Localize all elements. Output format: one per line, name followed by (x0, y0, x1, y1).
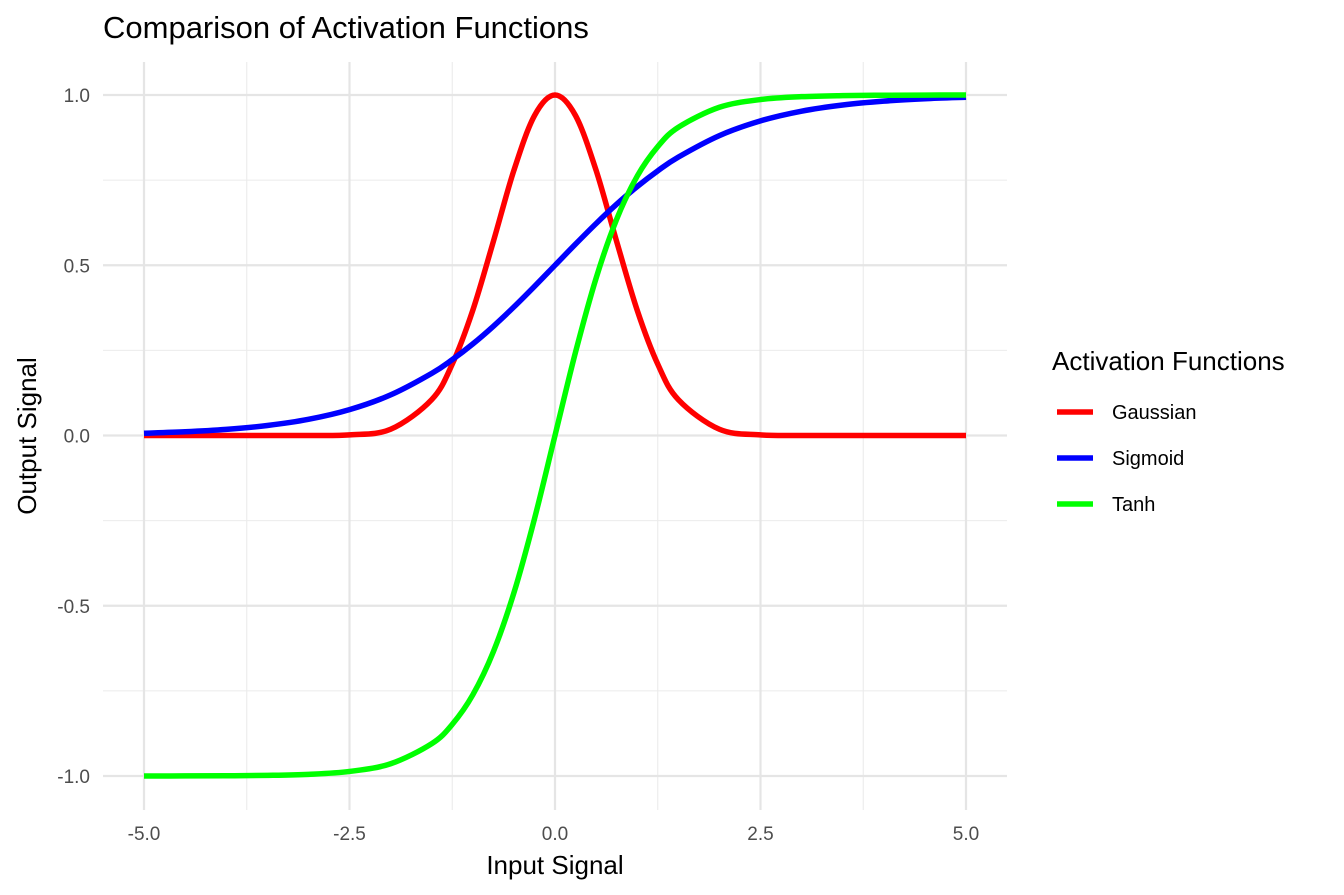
legend-label-sigmoid: Sigmoid (1112, 448, 1184, 470)
x-tick-label: 0.0 (542, 824, 568, 845)
series-line-gaussian (143, 92, 967, 439)
x-tick-label: -2.5 (333, 824, 366, 845)
legend-label-gaussian: Gaussian (1112, 402, 1197, 424)
series-line-sigmoid (143, 94, 967, 436)
legend-title: Activation Functions (1052, 346, 1285, 376)
series-line-tanh (143, 92, 967, 779)
y-axis-title: Output Signal (12, 357, 42, 515)
y-tick-label: 0.5 (64, 256, 90, 277)
x-tick-label: -5.0 (128, 824, 161, 845)
y-tick-label: 0.0 (64, 427, 90, 448)
series-lines (143, 92, 967, 779)
legend: Activation Functions Gaussian Sigmoid Tanh (1052, 346, 1285, 516)
x-axis-title: Input Signal (486, 850, 623, 880)
legend-label-tanh: Tanh (1112, 494, 1155, 516)
x-tick-labels: -5.0 -2.5 0.0 2.5 5.0 (128, 824, 980, 845)
chart-title: Comparison of Activation Functions (103, 10, 589, 45)
y-tick-labels: -1.0 -0.5 0.0 0.5 1.0 (57, 86, 90, 788)
y-tick-label: -1.0 (57, 767, 90, 788)
x-tick-label: 5.0 (953, 824, 979, 845)
y-tick-label: 1.0 (64, 86, 90, 107)
x-tick-label: 2.5 (747, 824, 773, 845)
y-tick-label: -0.5 (57, 597, 90, 618)
